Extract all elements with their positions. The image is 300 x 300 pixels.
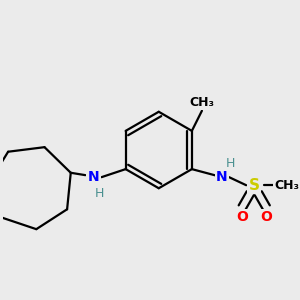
Text: H: H — [95, 187, 104, 200]
Text: S: S — [249, 178, 260, 193]
Text: CH₃: CH₃ — [274, 179, 299, 192]
Text: N: N — [88, 170, 99, 184]
Text: O: O — [260, 210, 272, 224]
Text: CH₃: CH₃ — [189, 96, 214, 109]
Text: H: H — [225, 157, 235, 169]
Text: O: O — [236, 210, 248, 224]
Text: N: N — [216, 170, 228, 184]
